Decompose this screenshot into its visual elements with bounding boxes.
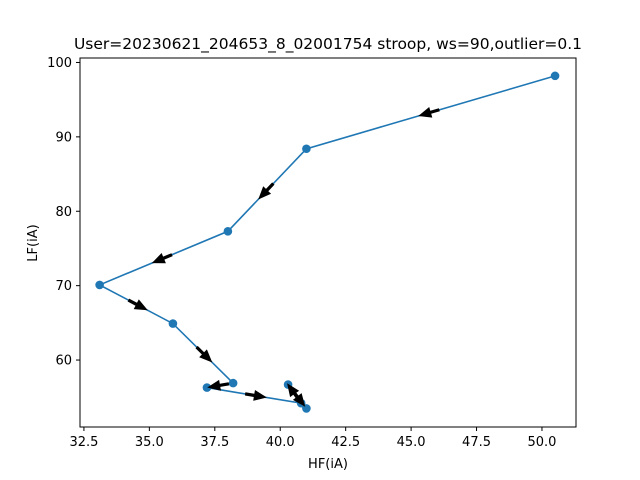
y-tick-label: 60 [55,354,72,369]
data-point [202,383,212,392]
y-axis: 60 70 80 90 100 [47,56,80,369]
direction-arrow [244,390,267,401]
direction-arrow [290,388,306,407]
x-tick-label: 37.5 [200,435,229,450]
data-point [223,227,233,236]
x-tick-label: 50.0 [527,435,556,450]
y-tick-label: 80 [55,205,72,220]
direction-arrow [418,107,440,118]
y-axis-label: LF(iA) [26,224,41,261]
direction-arrow [258,182,275,200]
x-tick-label: 42.5 [331,435,360,450]
x-tick-label: 47.5 [462,435,491,450]
x-axis-label: HF(iA) [308,457,348,472]
data-point [228,378,238,388]
plot-area [95,71,560,413]
y-tick-label: 90 [55,130,72,145]
data-point [550,71,560,81]
data-point [302,144,311,154]
data-point [168,319,178,328]
x-tick-label: 45.0 [397,435,426,450]
data-point [95,280,104,290]
x-axis: 32.5 35.0 37.5 40.0 42.5 45.0 47.5 50.0 [69,427,556,450]
direction-arrow [195,345,213,363]
y-tick-label: 70 [55,279,72,294]
x-tick-label: 40.0 [266,435,295,450]
direction-arrow [207,379,230,391]
x-tick-label: 35.0 [135,435,164,450]
axes-frame [79,57,577,428]
x-tick-label: 32.5 [69,435,98,450]
y-tick-label: 100 [47,56,72,71]
direction-arrow [151,253,173,264]
chart-title: User=20230621_204653_8_02001754 stroop, … [74,35,582,54]
direction-arrow [127,298,148,311]
